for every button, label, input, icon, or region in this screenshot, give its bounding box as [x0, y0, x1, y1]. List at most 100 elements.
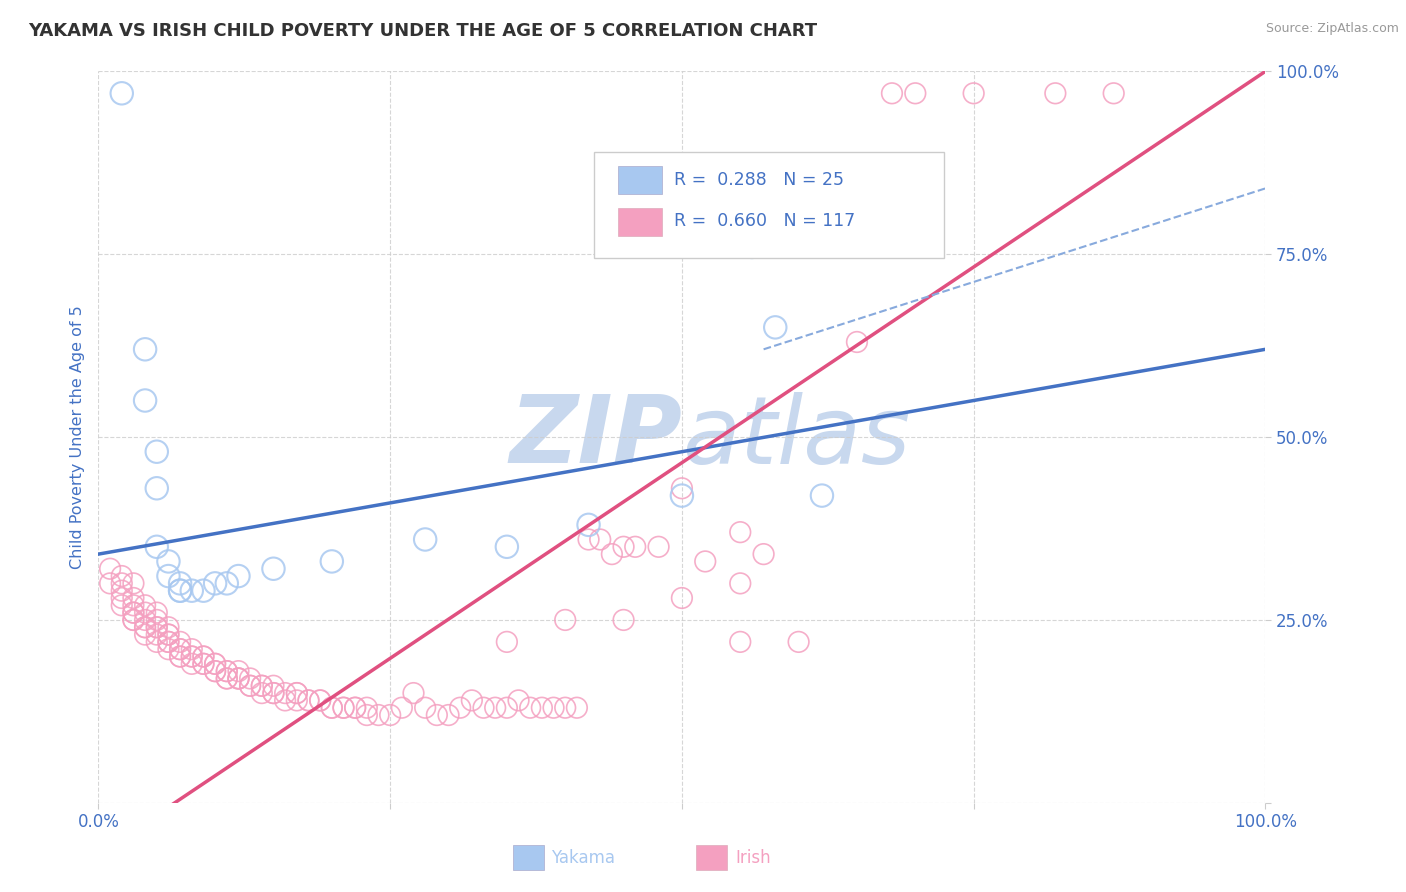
Point	[228, 672, 250, 686]
Point	[554, 700, 576, 714]
Point	[157, 627, 180, 641]
Point	[146, 606, 169, 620]
Text: R =  0.660   N = 117: R = 0.660 N = 117	[673, 212, 855, 230]
Point	[239, 672, 262, 686]
Text: Source: ZipAtlas.com: Source: ZipAtlas.com	[1265, 22, 1399, 36]
Point	[146, 444, 169, 458]
Point	[169, 583, 191, 598]
FancyBboxPatch shape	[617, 167, 662, 194]
Point	[845, 334, 868, 349]
Point	[426, 708, 449, 723]
Point	[344, 700, 367, 714]
Point	[1102, 87, 1125, 101]
Point	[215, 672, 238, 686]
Point	[413, 700, 436, 714]
Point	[215, 664, 238, 678]
Point	[461, 693, 484, 707]
Point	[730, 635, 752, 649]
Point	[880, 87, 903, 101]
Point	[193, 649, 215, 664]
Point	[180, 642, 202, 657]
Point	[215, 576, 238, 591]
FancyBboxPatch shape	[617, 208, 662, 235]
Point	[169, 635, 191, 649]
Point	[146, 620, 169, 634]
Point	[612, 613, 634, 627]
Point	[146, 481, 169, 495]
Point	[215, 664, 238, 678]
Point	[391, 700, 413, 714]
Point	[122, 613, 145, 627]
Point	[157, 635, 180, 649]
Point	[321, 554, 343, 568]
Point	[449, 700, 471, 714]
Point	[647, 540, 669, 554]
Point	[508, 693, 530, 707]
Point	[146, 635, 169, 649]
Point	[297, 693, 319, 707]
Point	[193, 657, 215, 671]
Point	[169, 642, 191, 657]
Point	[134, 393, 156, 408]
Point	[146, 620, 169, 634]
Point	[589, 533, 612, 547]
Point	[146, 540, 169, 554]
Point	[180, 583, 202, 598]
Point	[671, 591, 693, 605]
Point	[204, 664, 226, 678]
Point	[180, 649, 202, 664]
Point	[356, 708, 378, 723]
Point	[215, 672, 238, 686]
Point	[554, 613, 576, 627]
Point	[624, 540, 647, 554]
Point	[530, 700, 553, 714]
Point	[695, 554, 717, 568]
Point	[811, 489, 834, 503]
Point	[111, 591, 134, 605]
Text: Yakama: Yakama	[551, 849, 616, 867]
Point	[378, 708, 402, 723]
Point	[730, 576, 752, 591]
Point	[157, 569, 180, 583]
Point	[180, 649, 202, 664]
Point	[262, 679, 284, 693]
Point	[228, 672, 250, 686]
Point	[180, 657, 202, 671]
Point	[285, 686, 308, 700]
Point	[600, 547, 623, 561]
Point	[321, 700, 343, 714]
Text: atlas: atlas	[682, 392, 910, 483]
Point	[437, 708, 460, 723]
Point	[122, 606, 145, 620]
Point	[134, 599, 156, 613]
Point	[111, 569, 134, 583]
Point	[122, 591, 145, 605]
Point	[321, 700, 343, 714]
Point	[134, 343, 156, 357]
Point	[309, 693, 332, 707]
Point	[904, 87, 927, 101]
Point	[472, 700, 495, 714]
Point	[285, 686, 308, 700]
Point	[519, 700, 541, 714]
Point	[228, 672, 250, 686]
Point	[413, 533, 436, 547]
Point	[612, 540, 634, 554]
Point	[730, 525, 752, 540]
Point	[157, 554, 180, 568]
Point	[134, 613, 156, 627]
Point	[763, 320, 786, 334]
Point	[671, 481, 693, 495]
Point	[157, 620, 180, 634]
Y-axis label: Child Poverty Under the Age of 5: Child Poverty Under the Age of 5	[69, 305, 84, 569]
Point	[962, 87, 984, 101]
Point	[122, 599, 145, 613]
Point	[146, 627, 169, 641]
Point	[98, 562, 121, 576]
Point	[484, 700, 506, 714]
Point	[134, 620, 156, 634]
Point	[274, 686, 297, 700]
Point	[262, 686, 284, 700]
Point	[565, 700, 588, 714]
Point	[239, 679, 262, 693]
